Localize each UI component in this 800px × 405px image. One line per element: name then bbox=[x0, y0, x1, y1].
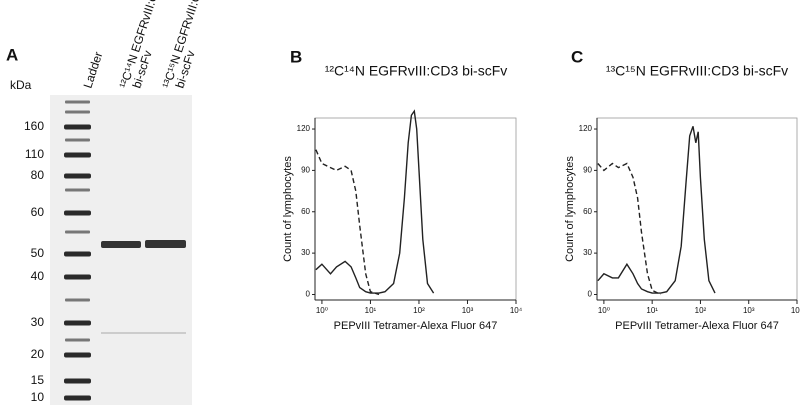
ladder-band bbox=[64, 395, 91, 401]
marker-label: 15 bbox=[31, 373, 45, 387]
ladder-band bbox=[64, 352, 91, 358]
x-tick-label: 10¹ bbox=[365, 306, 377, 315]
x-tick-label: 10⁴ bbox=[510, 306, 523, 315]
x-axis-label: PEPvIII Tetramer-Alexa Fluor 647 bbox=[615, 320, 779, 332]
y-tick-label: 60 bbox=[301, 207, 310, 216]
faint-band bbox=[101, 332, 186, 334]
marker-label: 50 bbox=[31, 246, 45, 260]
ladder-faint-band bbox=[65, 138, 90, 142]
y-tick-label: 30 bbox=[301, 248, 310, 257]
panel-letter: B bbox=[290, 47, 302, 66]
marker-label: 10 bbox=[31, 390, 45, 404]
histogram-line bbox=[597, 126, 716, 294]
y-tick-label: 120 bbox=[297, 124, 311, 133]
ladder-band bbox=[64, 251, 91, 257]
y-axis-label: Count of lymphocytes bbox=[282, 156, 294, 262]
x-tick-label: 10⁰ bbox=[598, 306, 610, 315]
y-tick-label: 0 bbox=[588, 290, 593, 299]
ladder-faint-band bbox=[65, 230, 90, 234]
marker-label: 40 bbox=[31, 269, 45, 283]
plot-frame bbox=[314, 117, 517, 301]
y-tick-label: 30 bbox=[583, 248, 592, 257]
panel-letter: A bbox=[6, 45, 18, 64]
ladder-faint-band bbox=[65, 298, 90, 302]
x-tick-label: 10² bbox=[413, 306, 425, 315]
y-tick-label: 120 bbox=[579, 124, 593, 133]
y-tick-label: 0 bbox=[306, 290, 311, 299]
ladder-faint-band bbox=[65, 188, 90, 192]
x-tick-label: 10³ bbox=[462, 306, 474, 315]
unit-label: kDa bbox=[10, 78, 32, 92]
panel-letter: C bbox=[571, 47, 583, 66]
x-tick-label: 10⁴ bbox=[791, 306, 800, 315]
chart-title: ¹³C¹⁵N EGFRvIII:CD3 bi-scFv bbox=[606, 63, 788, 79]
ladder-band bbox=[64, 124, 91, 130]
marker-label: 20 bbox=[31, 347, 45, 361]
ladder-band bbox=[64, 274, 91, 280]
ladder-faint-band bbox=[65, 338, 90, 342]
marker-label: 110 bbox=[25, 147, 44, 161]
ladder-band bbox=[64, 152, 91, 158]
histogram-line bbox=[597, 162, 662, 296]
plot-frame bbox=[596, 117, 798, 301]
y-tick-label: 90 bbox=[583, 166, 592, 175]
ladder-faint-band bbox=[65, 110, 90, 114]
y-tick-label: 60 bbox=[583, 207, 592, 216]
lane-label: Ladder bbox=[81, 50, 106, 90]
x-tick-label: 10⁰ bbox=[316, 306, 328, 315]
ladder-band bbox=[64, 173, 91, 179]
ladder-band bbox=[64, 320, 91, 326]
x-tick-label: 10¹ bbox=[646, 306, 658, 315]
ladder-faint-band bbox=[65, 100, 90, 104]
histogram-line bbox=[315, 109, 435, 294]
marker-label: 80 bbox=[31, 168, 45, 182]
x-tick-label: 10³ bbox=[743, 306, 755, 315]
sample-band bbox=[101, 241, 141, 248]
chart-title: ¹²C¹⁴N EGFRvIII:CD3 bi-scFv bbox=[325, 63, 508, 79]
y-tick-label: 90 bbox=[301, 166, 310, 175]
ladder-band bbox=[64, 378, 91, 384]
marker-label: 30 bbox=[31, 315, 45, 329]
x-axis-label: PEPvIII Tetramer-Alexa Fluor 647 bbox=[334, 320, 498, 332]
histogram-line bbox=[315, 149, 380, 296]
sample-band bbox=[145, 240, 186, 248]
marker-label: 160 bbox=[24, 119, 44, 133]
marker-label: 60 bbox=[31, 205, 45, 219]
y-axis-label: Count of lymphocytes bbox=[564, 156, 576, 262]
x-tick-label: 10² bbox=[695, 306, 707, 315]
ladder-band bbox=[64, 210, 91, 216]
